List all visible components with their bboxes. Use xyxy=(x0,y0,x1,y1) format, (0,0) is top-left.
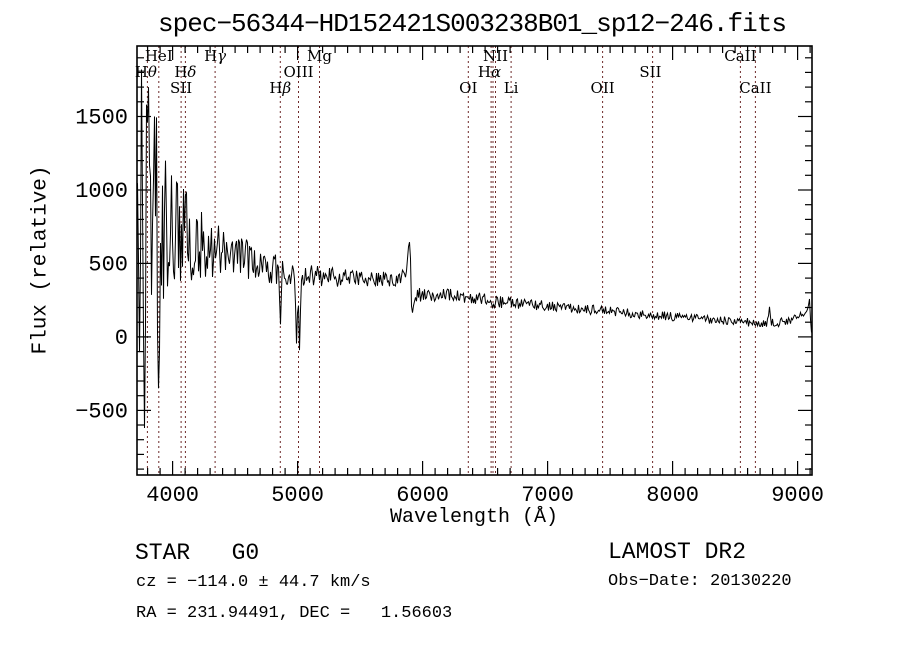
y-tick-label: 1500 xyxy=(75,106,128,131)
x-tick-label: 4000 xyxy=(146,483,199,508)
spectral-line-label: Hθ xyxy=(135,63,157,81)
y-tick-label: 1000 xyxy=(75,179,128,204)
spectral-line-label: Mg xyxy=(307,47,332,65)
radial-velocity-text: cz = −114.0 ± 44.7 km/s xyxy=(136,573,371,592)
y-tick-label: −500 xyxy=(75,399,128,424)
x-tick-label: 5000 xyxy=(271,483,324,508)
x-tick-label: 9000 xyxy=(771,483,824,508)
spectral-line-label: OII xyxy=(591,79,615,97)
survey-name-text: LAMOST DR2 xyxy=(608,539,747,565)
spectral-line-label: SII xyxy=(170,79,192,97)
spectral-line-label: Hα xyxy=(478,63,501,81)
spectral-line-label: SII xyxy=(639,63,661,81)
x-tick-label: 6000 xyxy=(396,483,449,508)
spectrum-trace xyxy=(137,69,812,429)
y-axis-title: Flux (relative) xyxy=(29,165,53,355)
spectral-line-label: NII xyxy=(483,47,508,65)
y-tick-label: 0 xyxy=(115,326,128,351)
plot-frame xyxy=(136,45,813,476)
spectral-line-label: Hγ xyxy=(204,47,226,65)
object-class-text: STAR G0 xyxy=(135,540,260,566)
spectral-line-label: OI xyxy=(459,79,477,97)
obs-date-text: Obs−Date: 20130220 xyxy=(608,572,792,591)
spectral-line-label: Hδ xyxy=(174,63,196,81)
spectral-line-label: CaII xyxy=(739,79,771,97)
x-axis-title: Wavelength (Å) xyxy=(389,506,559,529)
x-tick-label: 8000 xyxy=(646,483,699,508)
spectral-line-label: OIII xyxy=(283,63,313,81)
plot-title: spec−56344−HD152421S003238B01_sp12−246.f… xyxy=(158,9,787,39)
spectral-line-label: Li xyxy=(504,79,519,97)
spectral-line-label: CaII xyxy=(724,47,756,65)
x-tick-label: 7000 xyxy=(521,483,574,508)
spectral-line-label: HeI xyxy=(145,47,173,65)
spectral-line-label: Hβ xyxy=(269,79,291,97)
ra-dec-text: RA = 231.94491, DEC = 1.56603 xyxy=(136,604,453,623)
y-tick-label: 500 xyxy=(88,252,128,277)
